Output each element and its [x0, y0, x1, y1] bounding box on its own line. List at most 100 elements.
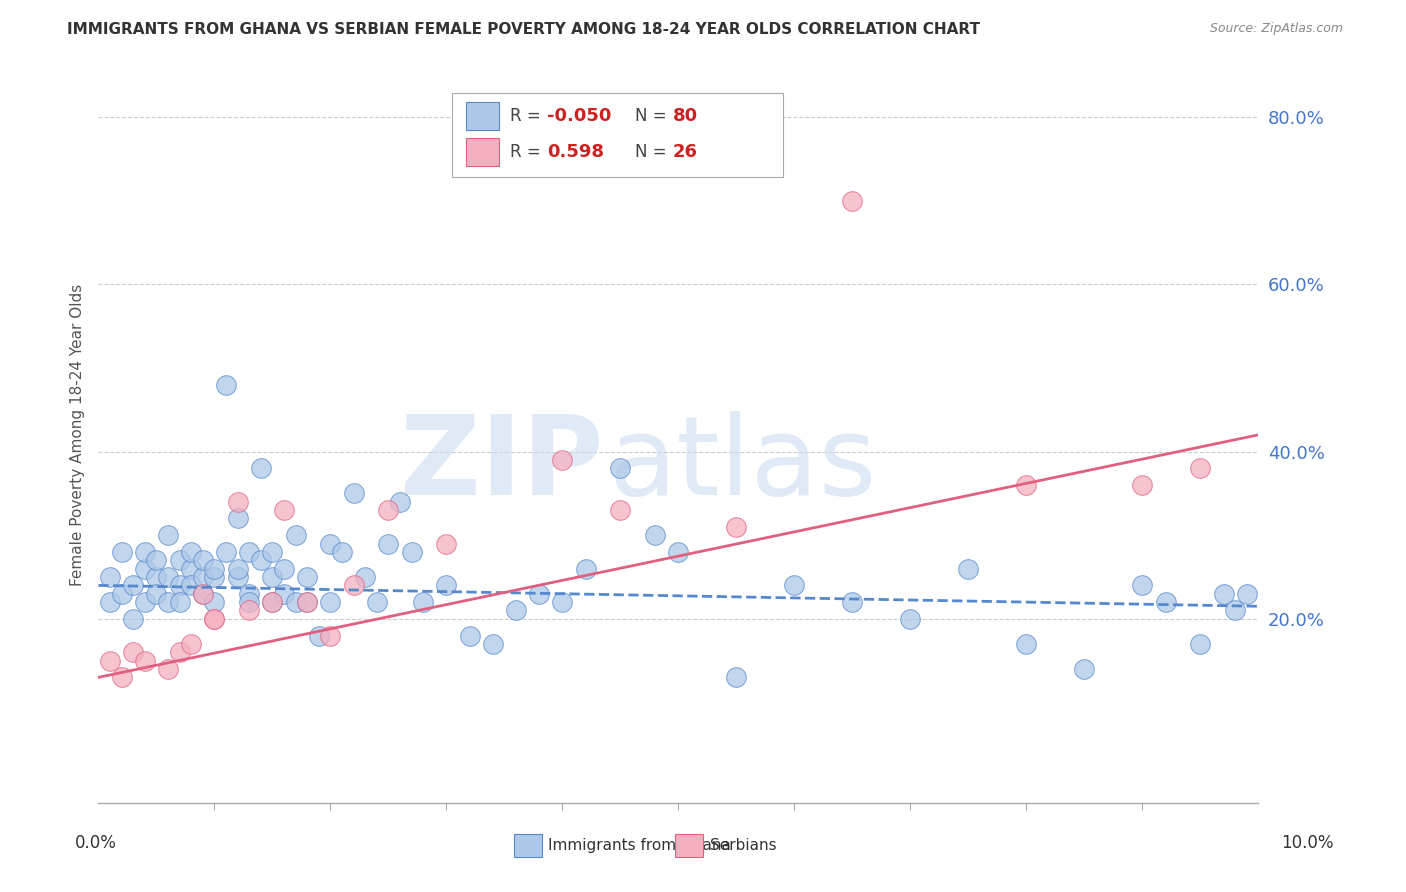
Point: [505, 603, 527, 617]
Point: [436, 578, 458, 592]
Point: [284, 528, 307, 542]
Text: Immigrants from Ghana: Immigrants from Ghana: [548, 838, 731, 853]
Point: [343, 578, 366, 592]
Point: [98, 654, 121, 668]
Point: [783, 578, 806, 592]
Point: [1236, 587, 1258, 601]
Point: [250, 553, 273, 567]
Text: R =: R =: [510, 143, 546, 161]
Point: [204, 612, 226, 626]
Point: [122, 612, 145, 626]
Point: [262, 570, 284, 584]
Text: 0.0%: 0.0%: [75, 834, 117, 852]
Text: 10.0%: 10.0%: [1281, 834, 1334, 852]
Point: [215, 377, 238, 392]
Text: 0.598: 0.598: [547, 143, 605, 161]
Point: [215, 545, 238, 559]
Text: Serbians: Serbians: [710, 838, 776, 853]
Point: [134, 595, 156, 609]
Point: [388, 494, 412, 508]
Point: [644, 528, 666, 542]
Point: [377, 536, 399, 550]
Point: [308, 628, 330, 642]
Point: [1015, 478, 1038, 492]
Point: [725, 520, 748, 534]
Point: [273, 562, 295, 576]
Point: [250, 461, 273, 475]
Point: [204, 595, 226, 609]
Point: [134, 545, 156, 559]
Text: 80: 80: [672, 107, 697, 125]
Point: [145, 587, 167, 601]
Text: N =: N =: [636, 107, 672, 125]
Point: [157, 570, 180, 584]
Point: [226, 494, 249, 508]
Text: R =: R =: [510, 107, 546, 125]
Point: [377, 503, 399, 517]
Point: [529, 587, 551, 601]
Point: [725, 670, 748, 684]
Text: N =: N =: [636, 143, 672, 161]
Point: [319, 628, 342, 642]
Point: [412, 595, 434, 609]
Text: Source: ZipAtlas.com: Source: ZipAtlas.com: [1209, 22, 1343, 36]
Point: [273, 587, 295, 601]
Point: [900, 612, 922, 626]
Point: [436, 536, 458, 550]
Text: 26: 26: [672, 143, 697, 161]
Point: [98, 570, 121, 584]
Bar: [513, 834, 541, 856]
Point: [319, 536, 342, 550]
Y-axis label: Female Poverty Among 18-24 Year Olds: Female Poverty Among 18-24 Year Olds: [69, 284, 84, 586]
Point: [204, 612, 226, 626]
Point: [262, 545, 284, 559]
Point: [575, 562, 598, 576]
Point: [122, 645, 145, 659]
Point: [180, 578, 202, 592]
Point: [157, 595, 180, 609]
Point: [191, 587, 214, 601]
Text: atlas: atlas: [609, 411, 877, 517]
Point: [262, 595, 284, 609]
Point: [319, 595, 342, 609]
Point: [284, 595, 307, 609]
Point: [238, 545, 260, 559]
Point: [366, 595, 388, 609]
Point: [204, 562, 226, 576]
Point: [98, 595, 121, 609]
Point: [134, 654, 156, 668]
Point: [1212, 587, 1234, 601]
Point: [297, 595, 319, 609]
Point: [191, 553, 214, 567]
Bar: [467, 137, 499, 166]
Point: [111, 545, 132, 559]
Point: [191, 587, 214, 601]
Point: [111, 670, 132, 684]
Text: ZIP: ZIP: [399, 411, 603, 517]
Point: [226, 562, 249, 576]
Point: [666, 545, 689, 559]
Point: [169, 645, 191, 659]
Point: [226, 570, 249, 584]
Bar: [453, 93, 783, 178]
Point: [238, 587, 260, 601]
Bar: [467, 103, 499, 130]
Point: [841, 194, 863, 208]
Point: [204, 570, 226, 584]
Point: [169, 553, 191, 567]
Point: [401, 545, 423, 559]
Point: [957, 562, 980, 576]
Point: [1073, 662, 1095, 676]
Text: -0.050: -0.050: [547, 107, 612, 125]
Point: [481, 637, 505, 651]
Point: [169, 578, 191, 592]
Point: [1223, 603, 1247, 617]
Point: [297, 570, 319, 584]
Point: [1015, 637, 1038, 651]
Point: [841, 595, 863, 609]
Text: IMMIGRANTS FROM GHANA VS SERBIAN FEMALE POVERTY AMONG 18-24 YEAR OLDS CORRELATIO: IMMIGRANTS FROM GHANA VS SERBIAN FEMALE …: [67, 22, 980, 37]
Point: [1130, 478, 1153, 492]
Point: [238, 595, 260, 609]
Point: [343, 486, 366, 500]
Point: [180, 562, 202, 576]
